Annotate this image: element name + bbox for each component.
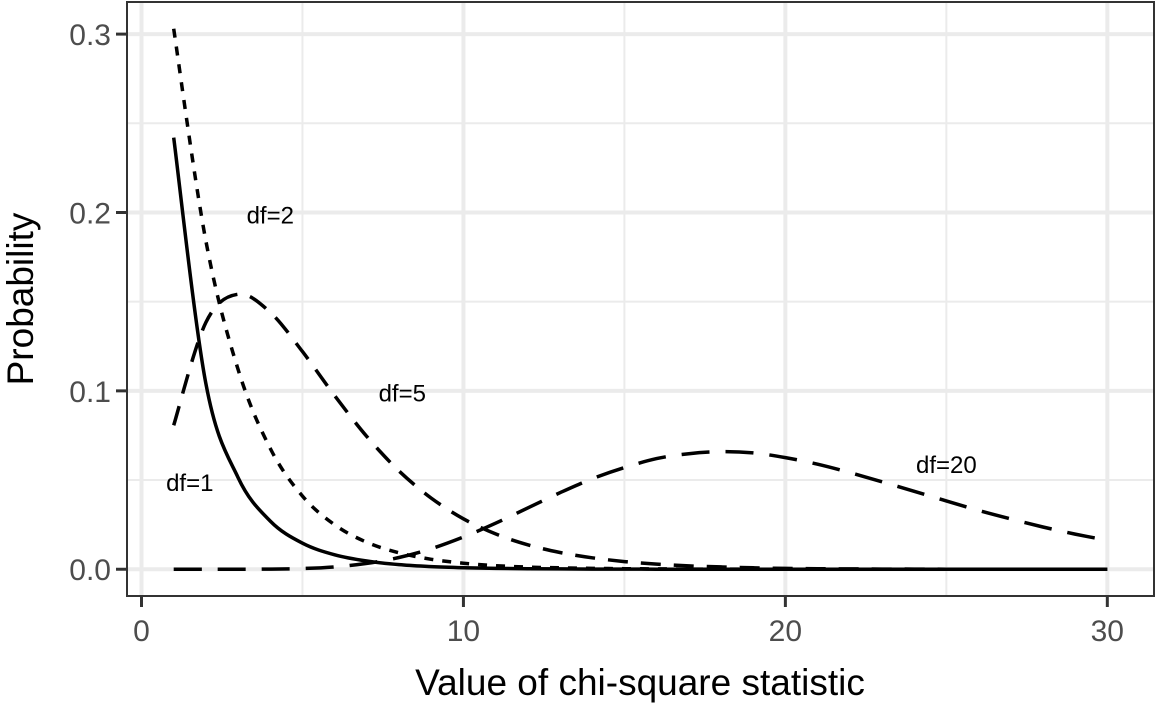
annotation-df-20: df=20 — [916, 452, 977, 479]
annotation-df-5: df=5 — [379, 381, 426, 408]
curve-df-2 — [171, 28, 1108, 571]
y-tick-label: 0.1 — [69, 376, 111, 409]
annotation-df-2: df=2 — [247, 202, 294, 229]
x-tick-label: 30 — [1091, 615, 1124, 648]
x-tick-label: 10 — [447, 615, 480, 648]
panel-border — [126, 1, 1155, 597]
x-tick-label: 0 — [133, 615, 150, 648]
curve-df-1 — [171, 137, 1108, 571]
y-tick-label: 0.2 — [69, 197, 111, 230]
x-axis-ticks: 0 10 20 30 — [133, 596, 1124, 648]
curve-annotations: df=1 df=2 df=5 df=20 — [166, 202, 977, 497]
annotation-df-1: df=1 — [166, 470, 213, 497]
density-curves — [171, 28, 1108, 571]
y-axis-title: Probability — [0, 212, 41, 385]
y-axis-ticks: 0.0 0.1 0.2 0.3 — [69, 19, 127, 587]
minor-gridlines — [127, 2, 1154, 596]
curve-df-20 — [173, 449, 1108, 571]
y-tick-label: 0.3 — [69, 19, 111, 52]
y-tick-label: 0.0 — [69, 554, 111, 587]
curve-df-5 — [172, 292, 1108, 571]
x-tick-label: 20 — [769, 615, 802, 648]
x-axis-title: Value of chi-square statistic — [415, 662, 865, 703]
major-gridlines — [127, 2, 1154, 596]
